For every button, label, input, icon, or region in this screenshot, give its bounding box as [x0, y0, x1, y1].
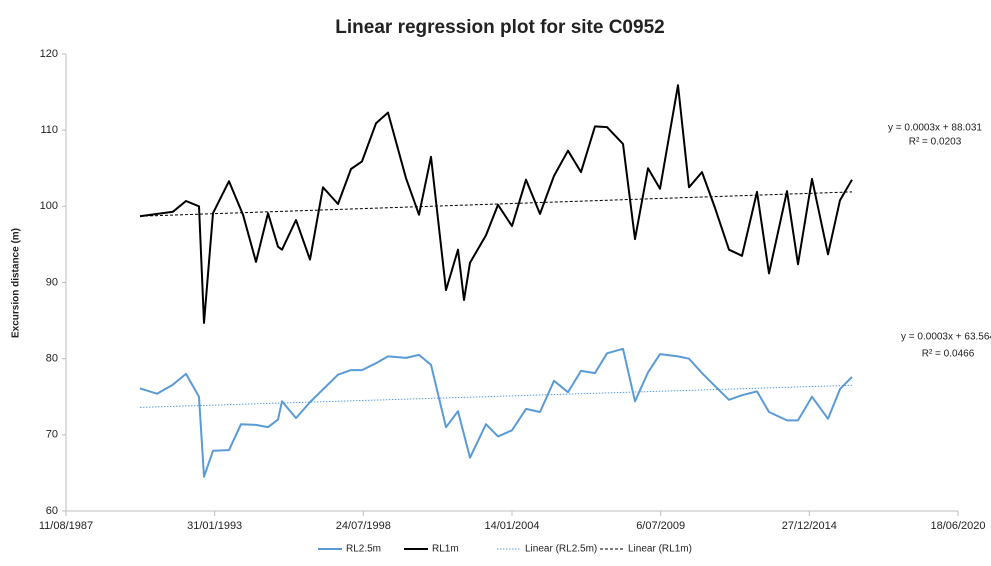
- y-tick-label: 110: [40, 124, 58, 136]
- chart-title: Linear regression plot for site C0952: [335, 17, 664, 38]
- series-line: [139, 84, 853, 324]
- annotation: R² = 0.0466: [922, 349, 975, 360]
- x-tick-label: 31/01/1993: [187, 520, 242, 532]
- x-tick-label: 24/07/1998: [336, 520, 391, 532]
- x-tick-label: 11/08/1987: [39, 520, 93, 532]
- y-tick-label: 120: [40, 48, 58, 60]
- legend-label: RL1m: [432, 544, 459, 555]
- x-tick-label: 27/12/2014: [782, 520, 837, 532]
- y-tick-label: 70: [46, 429, 58, 441]
- y-tick-label: 100: [40, 200, 58, 212]
- y-tick-label: 80: [46, 353, 58, 365]
- y-tick-label: 60: [46, 505, 58, 517]
- annotation: y = 0.0003x + 63.564: [901, 332, 991, 343]
- series-line: [139, 347, 853, 478]
- x-tick-label: 18/06/2020: [930, 520, 985, 532]
- legend-label: Linear (RL1m): [628, 544, 692, 555]
- x-tick-label: 14/01/2004: [484, 520, 539, 532]
- x-tick-label: 6/07/2009: [636, 520, 685, 532]
- trend-line: [139, 191, 853, 217]
- annotation: y = 0.0003x + 88.031: [888, 123, 982, 134]
- legend-label: RL2.5m: [346, 544, 381, 555]
- annotation: R² = 0.0203: [909, 137, 962, 148]
- legend-label: Linear (RL2.5m): [525, 544, 597, 555]
- y-tick-label: 90: [46, 276, 58, 288]
- y-axis-label: Excursion distance (m): [11, 228, 22, 338]
